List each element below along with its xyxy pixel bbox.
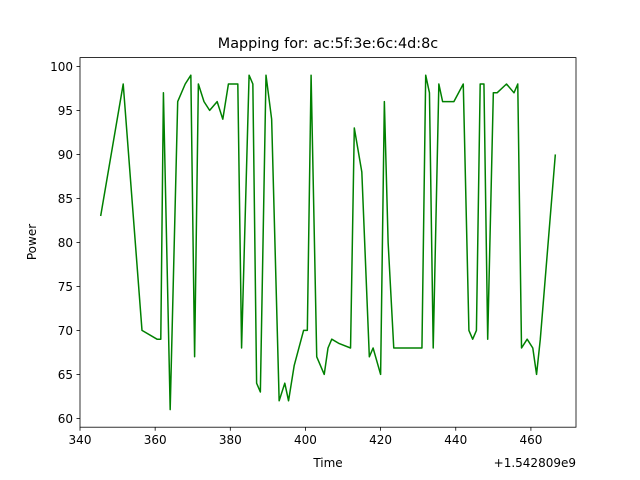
chart-title: Mapping for: ac:5f:3e:6c:4d:8c bbox=[218, 36, 438, 52]
series-line bbox=[99, 74, 557, 411]
x-tick-label: 340 bbox=[69, 433, 92, 447]
x-tick-label: 380 bbox=[219, 433, 242, 447]
y-tick-label: 80 bbox=[58, 236, 73, 250]
x-tick-label: 360 bbox=[144, 433, 167, 447]
y-axis: 60 65 70 75 80 85 90 95 100 bbox=[50, 60, 80, 426]
y-tick-label: 100 bbox=[50, 60, 73, 74]
y-tick-label: 60 bbox=[58, 412, 73, 426]
x-tick-label: 400 bbox=[294, 433, 317, 447]
y-tick-label: 75 bbox=[58, 280, 73, 294]
y-tick-label: 95 bbox=[58, 104, 73, 118]
y-tick-label: 85 bbox=[58, 192, 73, 206]
x-tick-label: 460 bbox=[519, 433, 542, 447]
x-tick-label: 420 bbox=[369, 433, 392, 447]
x-axis: 340 360 380 400 420 440 460 bbox=[69, 427, 542, 447]
x-tick-label: 440 bbox=[444, 433, 467, 447]
y-tick-label: 90 bbox=[58, 148, 73, 162]
x-axis-offset-label: +1.542809e9 bbox=[494, 456, 576, 470]
x-axis-label: Time bbox=[312, 456, 342, 470]
y-tick-label: 65 bbox=[58, 368, 73, 382]
y-tick-label: 70 bbox=[58, 324, 73, 338]
y-axis-label: Power bbox=[25, 224, 39, 260]
